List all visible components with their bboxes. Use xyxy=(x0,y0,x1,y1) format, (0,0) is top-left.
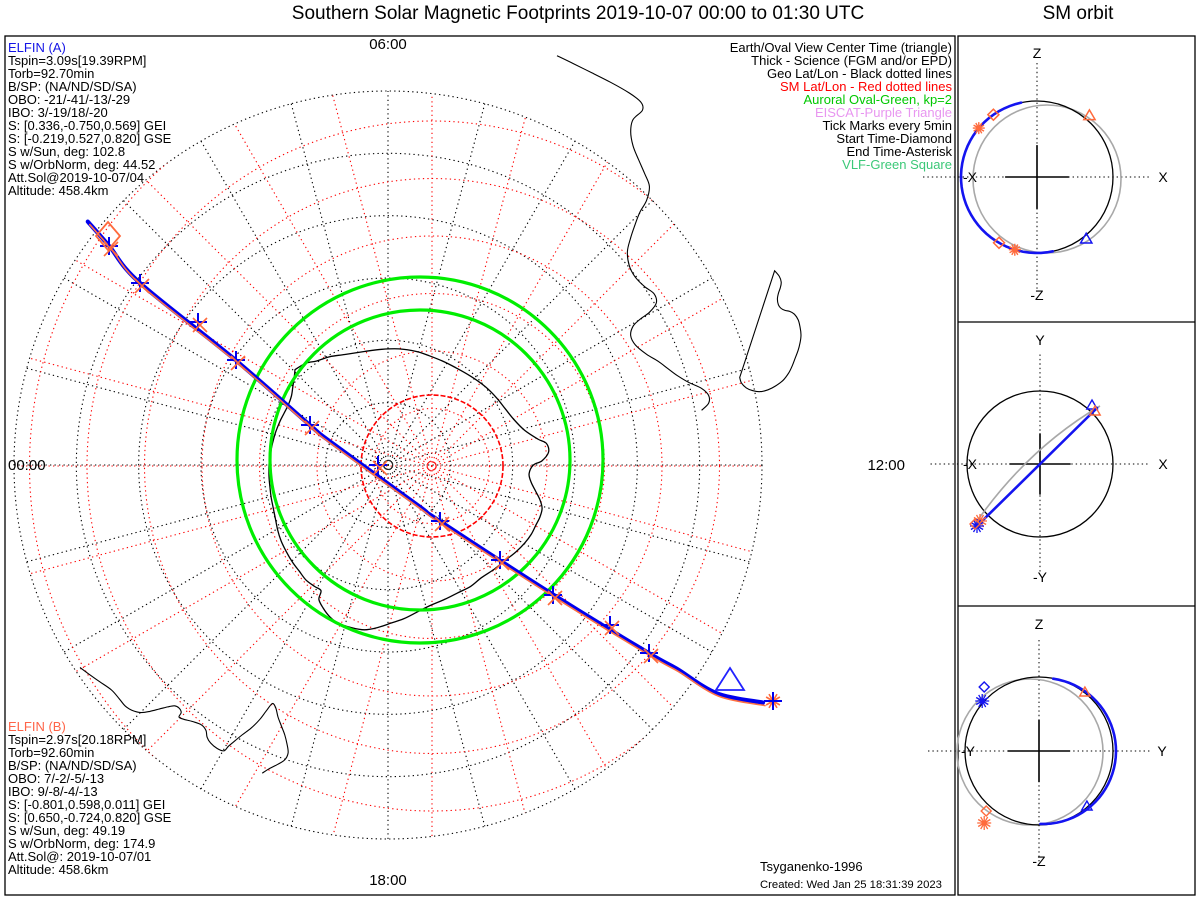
svg-text:X: X xyxy=(1158,169,1168,185)
svg-text:12:00: 12:00 xyxy=(867,457,905,474)
svg-text:06:00: 06:00 xyxy=(369,36,407,53)
svg-text:Altitude: 458.4km: Altitude: 458.4km xyxy=(8,183,108,198)
svg-text:-Y: -Y xyxy=(1033,569,1048,585)
svg-text:-Z: -Z xyxy=(1030,287,1044,303)
svg-text:Tsyganenko-1996: Tsyganenko-1996 xyxy=(760,859,863,874)
svg-text:Y: Y xyxy=(1035,332,1045,348)
svg-text:-Z: -Z xyxy=(1032,853,1046,869)
svg-text:VLF-Green Square: VLF-Green Square xyxy=(842,157,952,172)
svg-text:18:00: 18:00 xyxy=(369,872,407,889)
svg-text:-X: -X xyxy=(963,169,978,185)
svg-text:Created: Wed Jan 25 18:31:39 2: Created: Wed Jan 25 18:31:39 2023 xyxy=(760,879,942,891)
svg-text:X: X xyxy=(1158,456,1168,472)
svg-text:-X: -X xyxy=(963,456,978,472)
svg-text:Altitude: 458.6km: Altitude: 458.6km xyxy=(8,862,108,877)
svg-text:SM orbit: SM orbit xyxy=(1043,3,1114,24)
svg-text:-Y: -Y xyxy=(961,743,976,759)
svg-text:Y: Y xyxy=(1157,743,1167,759)
svg-text:00:00: 00:00 xyxy=(8,457,46,474)
svg-text:Southern Solar Magnetic Footpr: Southern Solar Magnetic Footprints 2019-… xyxy=(292,3,864,24)
svg-text:Z: Z xyxy=(1035,616,1044,632)
svg-text:Z: Z xyxy=(1033,45,1042,61)
